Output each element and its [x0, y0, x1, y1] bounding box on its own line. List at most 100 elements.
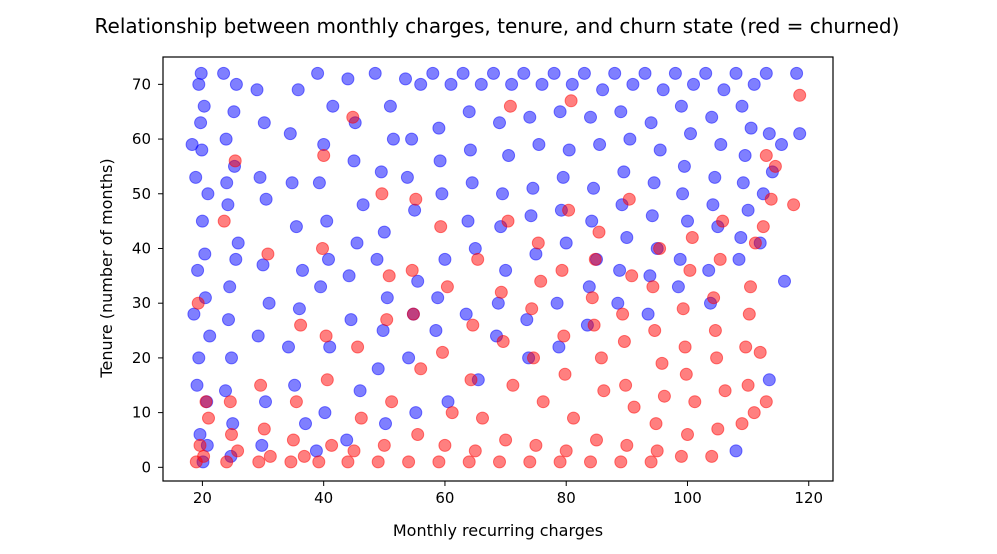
retained-point: [231, 236, 245, 250]
churned-point: [402, 455, 416, 469]
retained-point: [517, 66, 531, 80]
retained-point: [617, 165, 631, 179]
y-tick-label: 50: [132, 185, 151, 203]
churned-point: [534, 274, 548, 288]
retained-point: [193, 428, 207, 441]
churned-point: [325, 438, 339, 452]
churned-point: [655, 356, 669, 370]
retained-point: [198, 247, 212, 261]
churned-point: [380, 313, 394, 327]
retained-point: [474, 77, 488, 91]
retained-point: [656, 83, 670, 97]
retained-point: [611, 296, 625, 310]
retained-point: [790, 66, 804, 80]
retained-point: [383, 99, 397, 113]
retained-point: [744, 121, 758, 135]
retained-point: [462, 105, 476, 119]
churned-point: [622, 192, 636, 206]
churned-point: [585, 291, 599, 305]
churned-point: [501, 214, 515, 228]
retained-point: [299, 417, 312, 431]
x-tick-label: 20: [193, 489, 212, 507]
retained-point: [197, 99, 211, 113]
churned-point: [614, 455, 628, 469]
x-axis-label: Monthly recurring charges: [393, 521, 603, 540]
retained-point: [668, 66, 682, 80]
retained-point: [496, 187, 509, 201]
churned-point: [493, 455, 506, 469]
retained-point: [377, 225, 391, 239]
churned-point: [220, 455, 234, 469]
y-tick-label: 10: [132, 404, 151, 422]
churned-point: [644, 455, 658, 469]
retained-point: [253, 170, 267, 184]
churned-point: [685, 231, 699, 244]
retained-point: [613, 263, 627, 277]
churned-point: [466, 318, 480, 332]
retained-point: [775, 138, 788, 151]
retained-point: [626, 77, 640, 91]
retained-point: [309, 444, 323, 458]
retained-point: [255, 438, 269, 452]
retained-point: [647, 176, 661, 190]
retained-point: [461, 214, 475, 228]
churned-point: [406, 307, 420, 321]
churned-point: [676, 302, 690, 316]
retained-point: [438, 252, 452, 266]
retained-point: [741, 203, 755, 217]
churned-point: [748, 236, 762, 250]
retained-point: [456, 66, 470, 80]
retained-point: [225, 351, 238, 365]
retained-point: [219, 132, 233, 146]
retained-point: [687, 77, 700, 91]
retained-point: [644, 116, 658, 130]
retained-point: [219, 384, 232, 398]
retained-point: [262, 296, 276, 310]
retained-point: [323, 340, 337, 354]
churned-point: [199, 395, 213, 409]
churned-point: [351, 340, 365, 354]
churned-point: [294, 318, 308, 332]
retained-point: [577, 66, 591, 80]
retained-point: [641, 307, 655, 321]
churned-point: [529, 438, 543, 452]
retained-point: [535, 77, 549, 91]
retained-point: [493, 116, 506, 130]
retained-point: [502, 149, 516, 162]
churned-point: [371, 455, 385, 469]
retained-point: [676, 187, 690, 201]
churned-point: [193, 438, 207, 452]
retained-point: [638, 66, 652, 80]
retained-point: [414, 77, 428, 91]
retained-point: [356, 198, 370, 212]
churned-point: [793, 88, 807, 102]
retained-point: [671, 280, 685, 294]
churned-point: [616, 307, 630, 321]
retained-point: [341, 72, 355, 86]
retained-point: [292, 302, 306, 316]
churned-point: [320, 373, 334, 387]
churned-point: [674, 449, 688, 463]
retained-point: [282, 340, 295, 354]
y-tick-label: 20: [132, 349, 151, 367]
retained-point: [190, 378, 204, 392]
retained-point: [318, 406, 332, 420]
retained-point: [433, 154, 447, 168]
x-tick-label: 100: [673, 489, 702, 507]
churned-point: [620, 438, 634, 452]
churned-point: [564, 94, 578, 108]
churned-point: [231, 444, 245, 458]
churned-point: [375, 187, 389, 201]
y-tick-label: 40: [132, 239, 151, 257]
retained-point: [778, 274, 791, 288]
churned-point: [347, 444, 361, 458]
churned-point: [683, 263, 697, 277]
retained-point: [229, 77, 243, 91]
retained-point: [681, 214, 694, 228]
churned-point: [405, 263, 419, 277]
churned-point: [434, 220, 448, 234]
retained-point: [191, 263, 205, 277]
churned-point: [223, 395, 237, 409]
churned-point: [317, 149, 331, 162]
